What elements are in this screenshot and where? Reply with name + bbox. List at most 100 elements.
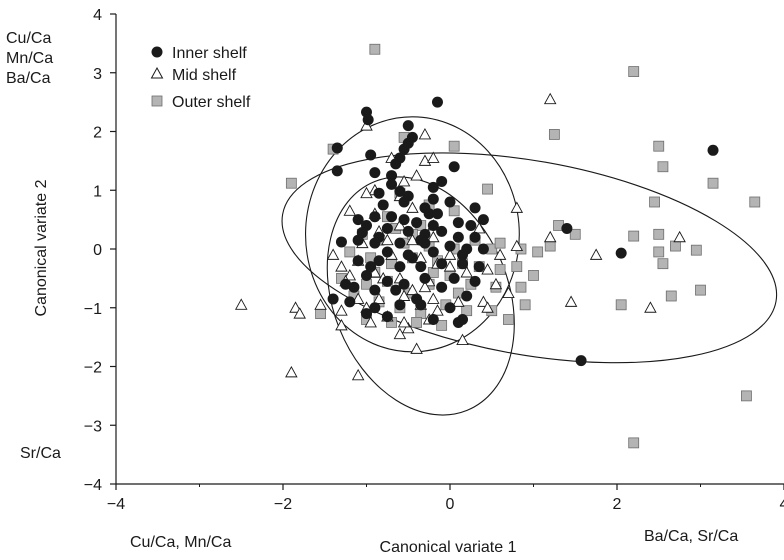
- point-inner-shelf: [419, 202, 431, 214]
- corner-label-top-left-1: Cu/Ca: [6, 30, 51, 47]
- point-mid-shelf: [510, 239, 524, 252]
- point-inner-shelf: [469, 231, 481, 243]
- point-mid-shelf: [443, 248, 457, 260]
- point-mid-shelf: [460, 266, 473, 278]
- point-inner-shelf: [436, 175, 448, 187]
- point-outer-shelf: [503, 314, 514, 325]
- corner-label-below-x-right: Ba/Ca, Sr/Ca: [644, 528, 738, 545]
- y-axis-label: Canonical variate 2: [33, 179, 50, 316]
- point-inner-shelf: [469, 202, 481, 214]
- point-outer-shelf: [657, 258, 669, 270]
- point-inner-shelf: [427, 193, 439, 205]
- point-inner-shelf: [427, 314, 439, 325]
- point-mid-shelf: [564, 295, 578, 307]
- point-inner-shelf: [369, 167, 381, 179]
- point-outer-shelf: [494, 237, 506, 249]
- point-inner-shelf: [398, 278, 410, 290]
- point-mid-shelf: [418, 280, 432, 293]
- point-mid-shelf: [360, 186, 373, 199]
- legend-label-inner-shelf: Inner shelf: [172, 45, 247, 62]
- point-inner-shelf: [707, 144, 719, 156]
- y-tick-label: 3: [93, 66, 102, 83]
- point-inner-shelf: [448, 161, 460, 173]
- point-inner-shelf: [415, 234, 427, 246]
- point-outer-shelf: [344, 246, 356, 258]
- point-mid-shelf: [493, 248, 507, 260]
- point-inner-shelf: [352, 214, 364, 226]
- point-inner-shelf: [427, 181, 439, 193]
- point-outer-shelf: [628, 66, 640, 77]
- point-mid-shelf: [381, 233, 394, 246]
- point-mid-shelf: [314, 298, 327, 310]
- corner-label-bottom-left: Sr/Ca: [20, 445, 61, 462]
- point-mid-shelf: [364, 316, 377, 328]
- point-inner-shelf: [457, 249, 469, 261]
- point-outer-shelf: [285, 177, 297, 189]
- point-inner-shelf: [365, 149, 377, 161]
- point-mid-shelf: [285, 365, 298, 378]
- point-mid-shelf: [293, 307, 306, 319]
- point-mid-shelf: [589, 248, 603, 260]
- point-mid-shelf: [410, 169, 423, 181]
- point-outer-shelf: [315, 308, 326, 320]
- point-outer-shelf: [436, 319, 448, 331]
- point-inner-shelf: [331, 165, 343, 177]
- point-inner-shelf: [436, 225, 448, 237]
- point-inner-shelf: [411, 217, 423, 229]
- point-inner-shelf: [431, 96, 443, 108]
- point-mid-shelf: [481, 263, 494, 275]
- legend-label-outer-shelf: Outer shelf: [172, 94, 251, 111]
- point-inner-shelf: [402, 120, 414, 132]
- point-inner-shelf: [477, 214, 489, 226]
- data-points-layer: [234, 43, 761, 449]
- point-inner-shelf: [448, 272, 460, 284]
- point-mid-shelf: [326, 248, 340, 260]
- point-inner-shelf: [348, 281, 360, 293]
- corner-label-below-x-left: Cu/Ca, Mn/Ca: [130, 534, 231, 551]
- legend-label-mid-shelf: Mid shelf: [172, 67, 237, 84]
- point-inner-shelf: [415, 261, 427, 273]
- point-outer-shelf: [482, 183, 493, 195]
- point-inner-shelf: [427, 220, 439, 231]
- point-inner-shelf: [444, 196, 456, 208]
- ellipse-outer-shelf: [281, 152, 778, 364]
- point-inner-shelf: [335, 236, 347, 248]
- point-mid-shelf: [481, 301, 494, 313]
- point-inner-shelf: [394, 185, 406, 197]
- point-outer-shelf: [519, 299, 531, 311]
- x-axis-label: Canonical variate 1: [380, 539, 517, 556]
- point-mid-shelf: [418, 128, 432, 140]
- point-inner-shelf: [373, 231, 385, 243]
- point-inner-shelf: [452, 217, 464, 229]
- point-inner-shelf: [394, 261, 406, 273]
- point-inner-shelf: [373, 187, 385, 199]
- point-inner-shelf: [398, 196, 410, 208]
- point-mid-shelf: [456, 333, 469, 346]
- point-inner-shelf: [402, 225, 414, 237]
- point-mid-shelf: [351, 292, 365, 304]
- point-mid-shelf: [443, 260, 457, 272]
- point-mid-shelf: [543, 92, 557, 105]
- point-inner-shelf: [436, 258, 448, 270]
- point-inner-shelf: [444, 240, 456, 252]
- x-tick-label: −4: [107, 496, 125, 513]
- point-mid-shelf: [289, 301, 302, 313]
- point-inner-shelf: [406, 252, 418, 264]
- point-outer-shelf: [411, 317, 423, 328]
- point-inner-shelf: [381, 222, 393, 234]
- point-mid-shelf: [427, 292, 440, 304]
- legend: Inner shelf Mid shelf Outer shelf: [150, 45, 251, 111]
- point-inner-shelf: [362, 114, 374, 126]
- point-inner-shelf: [377, 199, 389, 211]
- point-inner-shelf: [386, 178, 398, 190]
- point-outer-shelf: [695, 284, 706, 296]
- x-tick-label: 0: [446, 496, 455, 513]
- point-inner-shelf: [344, 296, 356, 308]
- point-outer-shelf: [448, 205, 460, 217]
- point-outer-shelf: [528, 270, 539, 281]
- y-tick-label: −1: [84, 301, 102, 318]
- point-outer-shelf: [741, 390, 752, 402]
- point-inner-shelf: [373, 255, 385, 267]
- point-inner-shelf: [561, 222, 573, 234]
- point-outer-shelf: [690, 244, 702, 256]
